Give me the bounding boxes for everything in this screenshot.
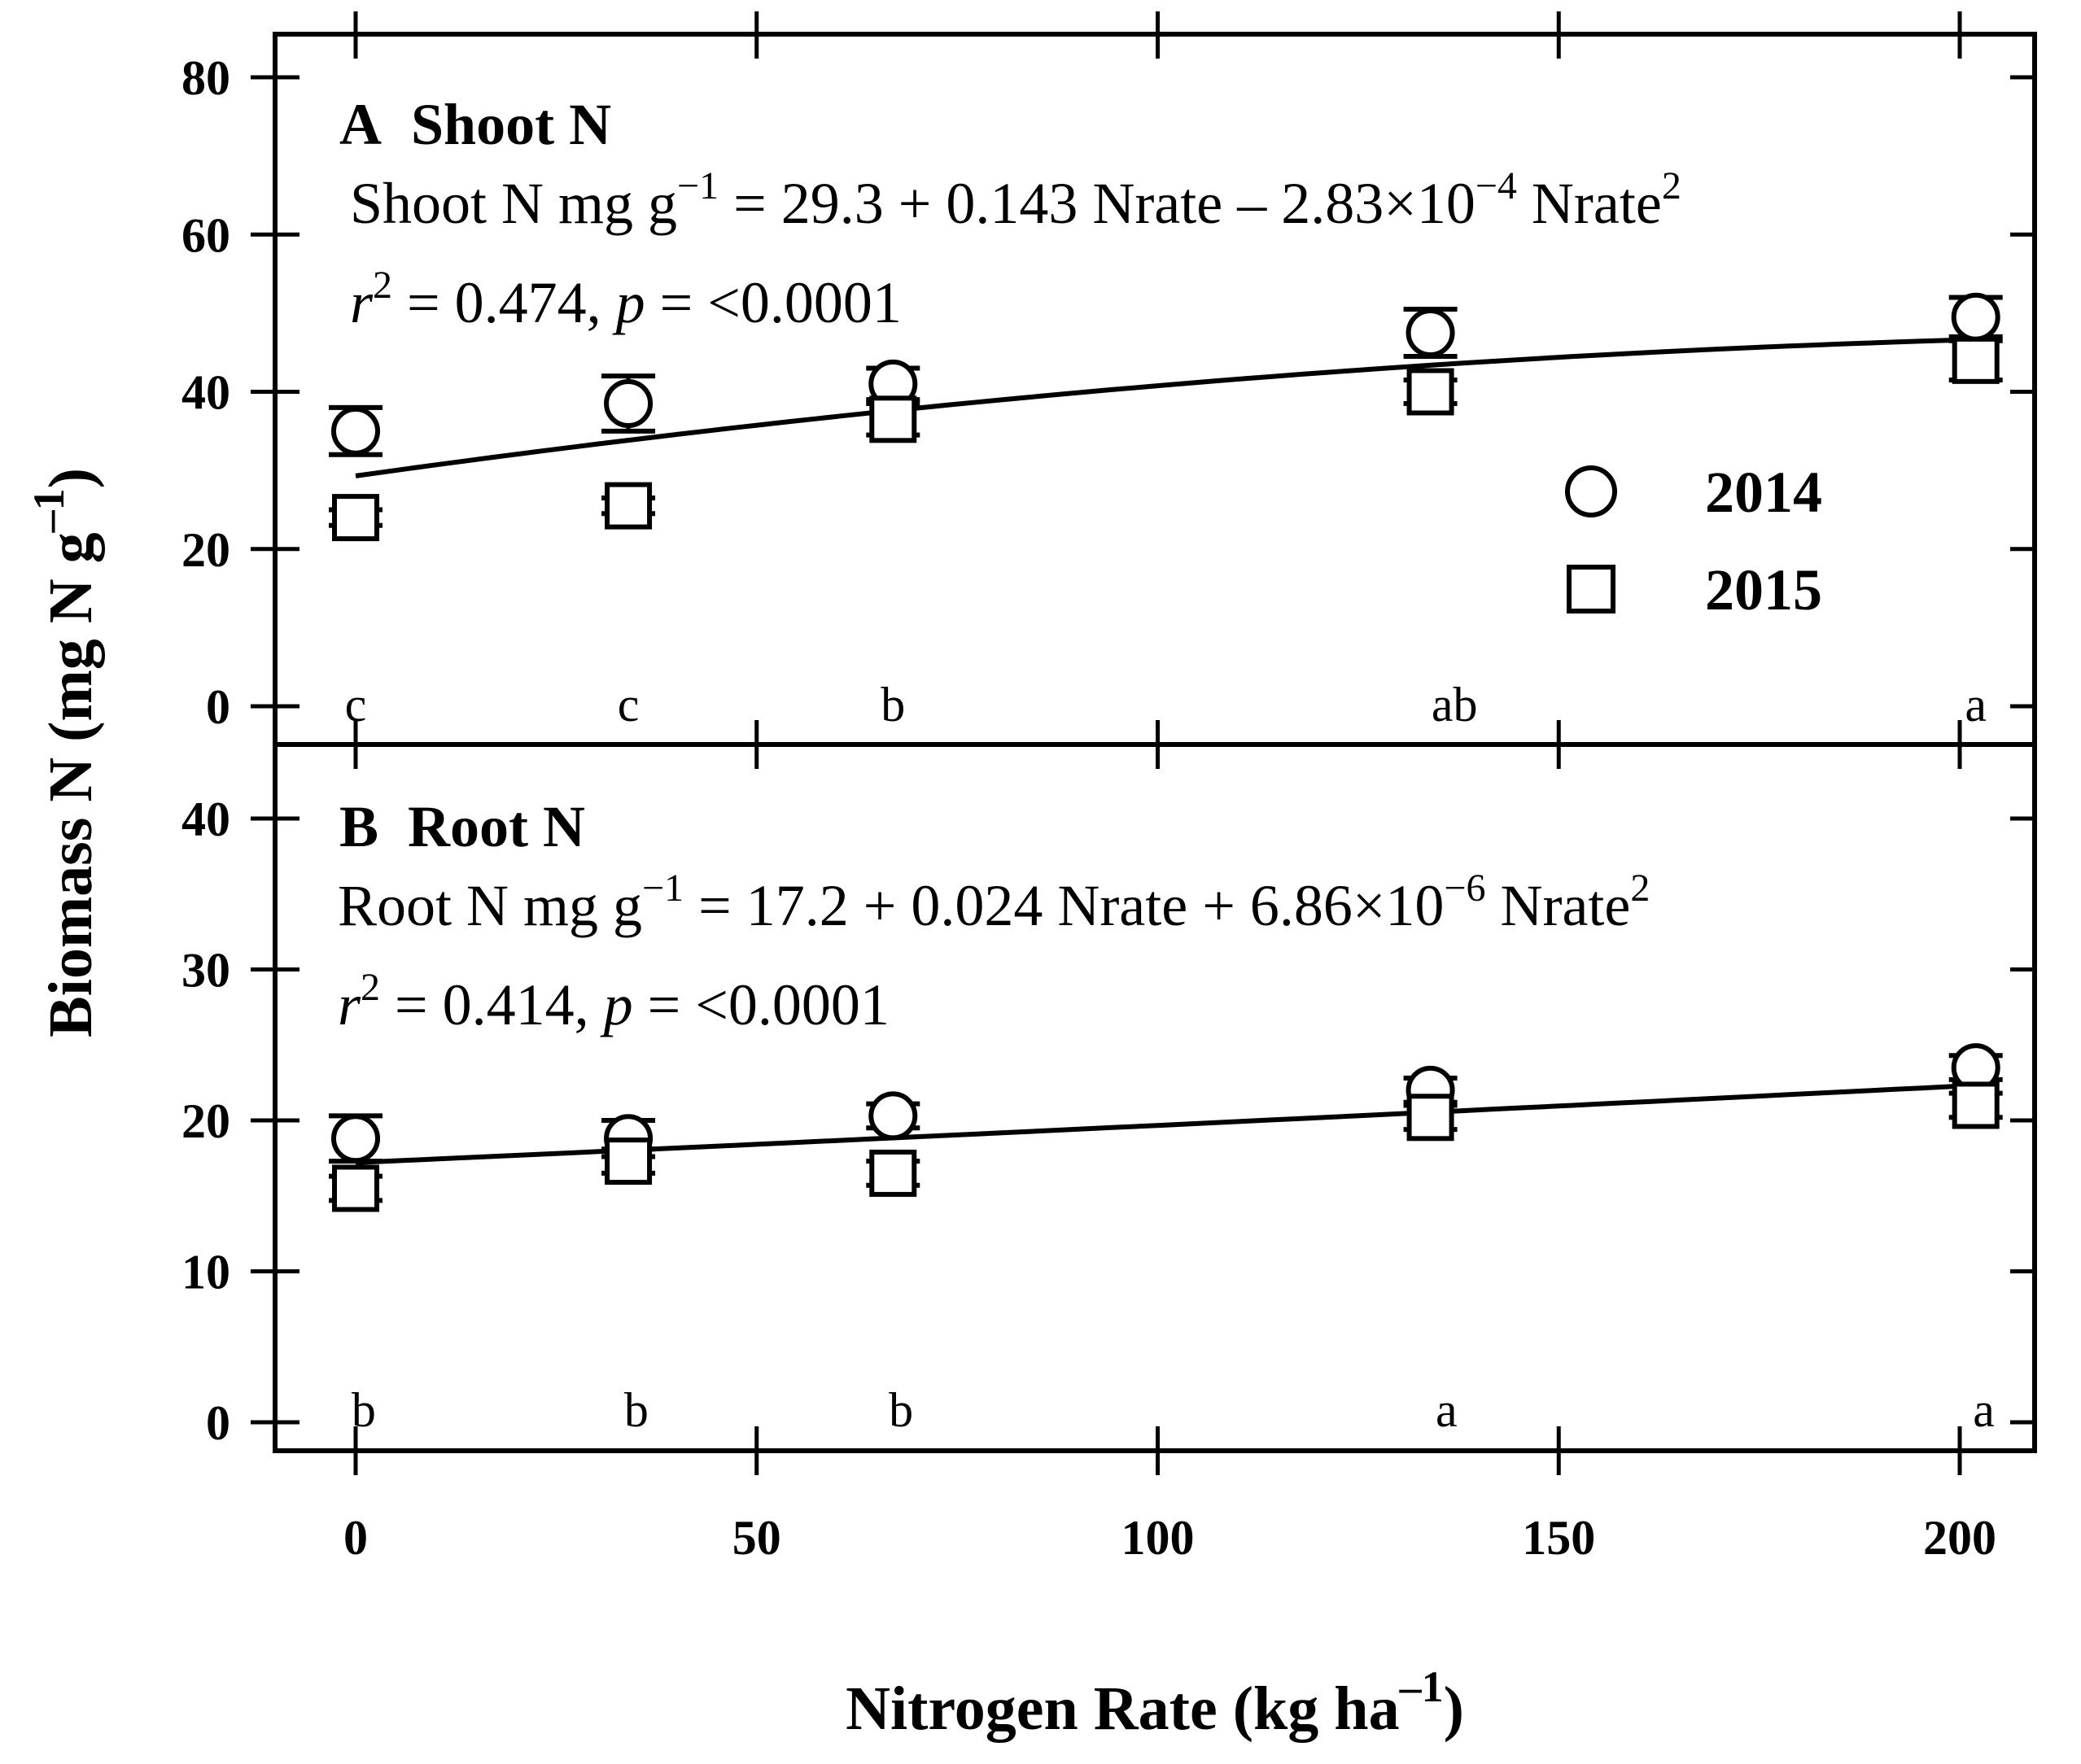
stat-part: = <0.0001 <box>645 270 902 335</box>
fit-equation: Shoot N mg g−1 = 29.3 + 0.143 Nrate – 2.… <box>350 164 1681 236</box>
legend-entry-2014: 2014 <box>1565 460 1822 525</box>
eq-sup: 2 <box>1662 164 1681 207</box>
y-tick-label: 20 <box>181 523 230 577</box>
eq-part: = 17.2 + 0.024 Nrate + 6.86×10 <box>684 873 1444 938</box>
panel-b: 0 10 20 30 40 B Root N Root N mg g−1 = 17.2 + … <box>181 792 2035 1475</box>
point-2014 <box>1406 308 1455 358</box>
stat-r: r <box>338 972 361 1037</box>
point-2015 <box>332 1164 379 1212</box>
eq-part: = 29.3 + 0.143 Nrate – 2.83×10 <box>719 171 1475 236</box>
significance-letter: c <box>618 678 640 731</box>
point-2015 <box>605 1137 653 1185</box>
legend-entry-2015: 2015 <box>1567 557 1822 622</box>
point-2015 <box>1952 1081 2000 1129</box>
panel-letter: A <box>339 92 382 157</box>
y-title-sup: –1 <box>24 488 73 533</box>
y-tick-label: 40 <box>181 366 230 420</box>
point-2015 <box>869 395 917 443</box>
eq-part: Nrate <box>1486 873 1631 938</box>
point-2015 <box>1406 368 1454 416</box>
x-tick-label: 100 <box>1121 1511 1195 1565</box>
significance-letter: ab <box>1432 678 1478 731</box>
y-tick-label: 60 <box>181 208 230 262</box>
stat-part: = <0.0001 <box>633 972 890 1037</box>
eq-sup: −4 <box>1475 164 1517 207</box>
y-tick-label: 30 <box>181 944 230 998</box>
panel-name: Shoot N <box>382 92 611 157</box>
y-tick-label: 80 <box>181 51 230 105</box>
eq-sup: −1 <box>642 867 684 910</box>
eq-part: Shoot N mg g <box>350 171 677 236</box>
series-2015 <box>329 1081 2003 1212</box>
fit-line <box>355 1082 1976 1165</box>
point-2015 <box>1406 1094 1454 1142</box>
point-2014 <box>868 1091 918 1141</box>
y-title-part: ) <box>37 468 105 488</box>
legend-marker-square <box>1567 565 1615 613</box>
eq-sup: 2 <box>1630 867 1650 910</box>
panel-letter: B <box>339 794 378 859</box>
point-2014 <box>604 378 654 428</box>
point-2014 <box>331 1114 380 1164</box>
fit-stats: r2 = 0.474, p = <0.0001 <box>350 264 902 335</box>
y-tick-label: 40 <box>181 792 230 846</box>
panel-a: 0 20 40 60 80 A Shoot N Shoot N mg g−1 = 29.3 … <box>181 11 2035 769</box>
significance-letter: a <box>1436 1383 1458 1437</box>
x-tick-label: 200 <box>1923 1511 1996 1565</box>
stat-sup: 2 <box>361 966 380 1009</box>
stat-part: = 0.474, <box>392 270 616 335</box>
eq-sup: −6 <box>1444 867 1485 910</box>
x-tick-label: 150 <box>1522 1511 1595 1565</box>
panel-title: B Root N <box>339 794 585 859</box>
x-axis-title: Nitrogen Rate (kg ha–1) <box>846 1662 1464 1743</box>
series-2014 <box>329 1043 2003 1164</box>
legend-label: 2015 <box>1705 557 1822 622</box>
x-title-part: Nitrogen Rate (kg ha <box>846 1674 1399 1743</box>
y-tick-label: 20 <box>181 1094 230 1148</box>
x-tick-label: 0 <box>343 1511 368 1565</box>
stat-sup: 2 <box>373 264 392 307</box>
point-2015 <box>605 482 653 530</box>
significance-letter: a <box>1973 1383 1995 1437</box>
fit-line <box>355 337 1976 478</box>
eq-sup: −1 <box>677 164 719 207</box>
y-tick-label: 10 <box>181 1246 230 1299</box>
eq-part: Nrate <box>1517 171 1662 236</box>
point-2015 <box>869 1149 917 1197</box>
eq-part: Root N mg g <box>338 873 642 938</box>
x-title-part: ) <box>1444 1674 1464 1743</box>
stat-p: p <box>612 270 645 335</box>
significance-letter: b <box>624 1383 649 1437</box>
y-tick-label: 0 <box>206 680 230 734</box>
significance-letter: b <box>889 1383 913 1437</box>
stat-part: = 0.414, <box>380 972 604 1037</box>
y-axis-title: Biomass N (mg N g–1) <box>24 468 105 1037</box>
fit-equation: Root N mg g−1 = 17.2 + 0.024 Nrate + 6.8… <box>338 867 1650 938</box>
panel-title: A Shoot N <box>339 92 611 157</box>
series-2014 <box>329 292 2003 457</box>
series-2015 <box>329 336 2003 542</box>
x-tick-label: 50 <box>732 1511 781 1565</box>
point-2014 <box>1951 292 2000 342</box>
x-title-sup: –1 <box>1399 1662 1444 1711</box>
legend-label: 2014 <box>1705 460 1822 525</box>
stat-p: p <box>600 972 633 1037</box>
point-2015 <box>332 494 379 542</box>
significance-letter: b <box>881 678 905 731</box>
legend-marker-circle <box>1565 465 1617 517</box>
significance-letter: a <box>1965 678 1987 731</box>
point-2015 <box>1952 336 2000 384</box>
stat-r: r <box>350 270 374 335</box>
panel-name: Root N <box>378 794 585 859</box>
fit-stats: r2 = 0.414, p = <0.0001 <box>338 966 890 1037</box>
y-tick-label: 0 <box>206 1396 230 1450</box>
point-2014 <box>331 406 380 456</box>
y-title-part: Biomass N (mg N g <box>37 532 105 1037</box>
